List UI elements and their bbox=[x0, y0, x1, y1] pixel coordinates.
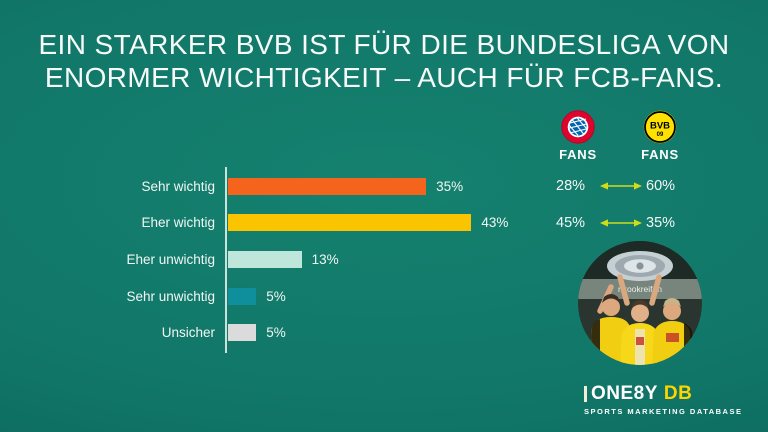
bar-category-label: Sehr unwichtig bbox=[126, 288, 215, 304]
bar-value-label: 35% bbox=[436, 178, 464, 194]
photo-banner-text: nkookreifen bbox=[618, 284, 662, 294]
fcb-percentage: 28% bbox=[556, 178, 586, 194]
brand-name: ONE8Y bbox=[591, 383, 658, 404]
svg-text:09: 09 bbox=[657, 132, 664, 138]
fcb-percentage: 45% bbox=[556, 215, 586, 231]
bar-category-label: Eher wichtig bbox=[141, 215, 215, 231]
bar bbox=[228, 177, 427, 195]
page-title: EIN STARKER BVB IST FÜR DIE BUNDESLIGA V… bbox=[0, 28, 768, 94]
svg-text:BVB: BVB bbox=[650, 121, 670, 132]
bar-row: Unsicher 5% bbox=[30, 314, 508, 351]
bvb-trophy-photo: nkookreifen bbox=[578, 241, 702, 365]
brand-suffix: DB bbox=[663, 383, 693, 404]
brand-bar-icon bbox=[584, 386, 587, 402]
bar-value-label: 13% bbox=[311, 251, 339, 267]
bar bbox=[228, 250, 302, 268]
fan-comparison-row: 28% 60% bbox=[556, 177, 686, 195]
bvb-fans-label: FANS bbox=[641, 147, 679, 162]
fan-comparison-row: 45% 35% bbox=[556, 214, 686, 232]
double-arrow-icon bbox=[600, 219, 642, 227]
bar-value-label: 43% bbox=[481, 215, 509, 231]
bar-row: Eher wichtig 43% bbox=[30, 205, 508, 242]
brand-tagline: SPORTS MARKETING DATABASE bbox=[584, 407, 743, 416]
bvb-percentage: 60% bbox=[646, 178, 676, 194]
bvb-percentage: 35% bbox=[646, 215, 676, 231]
fcb-fans-label: FANS bbox=[559, 147, 597, 162]
bar-value-label: 5% bbox=[266, 325, 286, 341]
bar-category-label: Unsicher bbox=[161, 325, 215, 341]
bar-chart: Sehr wichtig 35% Eher wichtig 43% Eher unwic… bbox=[30, 168, 508, 351]
double-arrow-icon bbox=[600, 182, 642, 190]
bar-value-label: 5% bbox=[266, 288, 286, 304]
bar bbox=[228, 287, 257, 305]
bar bbox=[228, 324, 257, 342]
bar-row: Eher unwichtig 13% bbox=[30, 241, 508, 278]
fcb-logo bbox=[561, 110, 595, 144]
bvb-logo: BVB 09 bbox=[643, 110, 677, 144]
bar-row: Sehr unwichtig 5% bbox=[30, 278, 508, 315]
page-title-line1: EIN STARKER BVB IST FÜR DIE BUNDESLIGA V… bbox=[38, 29, 730, 60]
bar-row: Sehr wichtig 35% bbox=[30, 168, 508, 205]
page-title-line2: ENORMER WICHTIGKEIT – AUCH FÜR FCB-FANS. bbox=[44, 62, 724, 93]
bar bbox=[228, 214, 472, 232]
chart-axis-line bbox=[225, 167, 227, 353]
bar-category-label: Eher unwichtig bbox=[126, 251, 215, 267]
one8y-db-logo: ONE8Y DB SPORTS MARKETING DATABASE bbox=[584, 383, 742, 416]
bar-category-label: Sehr wichtig bbox=[141, 178, 215, 194]
